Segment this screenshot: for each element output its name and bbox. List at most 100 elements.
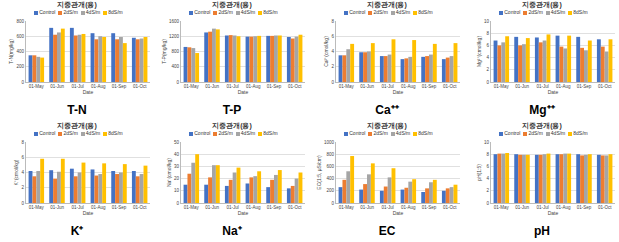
svg-text:2: 2	[487, 67, 490, 72]
svg-text:01-May: 01-May	[184, 84, 200, 89]
svg-text:4: 4	[22, 170, 25, 175]
svg-text:6: 6	[332, 34, 335, 39]
svg-text:01-Oct: 01-Oct	[288, 205, 302, 210]
svg-text:01-May: 01-May	[184, 205, 200, 210]
svg-text:Date: Date	[393, 210, 404, 216]
svg-text:01-Sep: 01-Sep	[267, 84, 282, 89]
svg-text:01-Sep: 01-Sep	[577, 205, 592, 210]
svg-text:400: 400	[17, 49, 25, 54]
svg-text:4: 4	[487, 55, 490, 60]
svg-text:T-N(mg/kg): T-N(mg/kg)	[8, 39, 14, 64]
svg-text:01-Oct: 01-Oct	[598, 84, 612, 89]
svg-text:4: 4	[487, 176, 490, 181]
svg-text:01-Sep: 01-Sep	[267, 205, 282, 210]
svg-text:2: 2	[487, 188, 490, 193]
svg-text:10: 10	[174, 188, 180, 193]
svg-text:01-Jul: 01-Jul	[382, 84, 394, 89]
svg-text:01-May: 01-May	[29, 84, 45, 89]
svg-text:01-Aug: 01-Aug	[91, 84, 106, 89]
svg-text:01-Aug: 01-Aug	[91, 205, 106, 210]
svg-text:800: 800	[172, 49, 180, 54]
svg-text:200: 200	[327, 188, 335, 193]
svg-text:EC(1:5, μS/cm): EC(1:5, μS/cm)	[316, 155, 322, 190]
svg-text:8: 8	[22, 140, 25, 145]
svg-text:01-Sep: 01-Sep	[422, 205, 437, 210]
svg-text:01-Aug: 01-Aug	[246, 205, 261, 210]
svg-text:Mg²⁺(cmol/kg): Mg²⁺(cmol/kg)	[476, 36, 482, 68]
svg-text:01-Jul: 01-Jul	[72, 205, 84, 210]
svg-text:0: 0	[487, 80, 490, 85]
svg-text:01-Jun: 01-Jun	[50, 205, 64, 210]
svg-text:0: 0	[177, 201, 180, 206]
svg-text:01-Oct: 01-Oct	[443, 205, 457, 210]
svg-text:0: 0	[22, 80, 25, 85]
svg-text:01-Sep: 01-Sep	[577, 84, 592, 89]
svg-text:Date: Date	[393, 89, 404, 95]
svg-text:01-Jun: 01-Jun	[50, 84, 64, 89]
svg-text:8: 8	[332, 19, 335, 24]
svg-text:Ca²⁺(cmol/kg): Ca²⁺(cmol/kg)	[323, 36, 329, 67]
svg-text:01-Jul: 01-Jul	[72, 84, 84, 89]
svg-text:200: 200	[17, 64, 25, 69]
svg-text:800: 800	[327, 152, 335, 157]
svg-text:01-Oct: 01-Oct	[133, 205, 147, 210]
svg-text:01-Aug: 01-Aug	[401, 84, 416, 89]
svg-text:01-Oct: 01-Oct	[598, 205, 612, 210]
svg-text:Date: Date	[238, 89, 249, 95]
svg-text:01-Jun: 01-Jun	[360, 205, 374, 210]
svg-text:8: 8	[487, 31, 490, 36]
svg-text:10: 10	[484, 19, 490, 24]
svg-text:pH(1:5): pH(1:5)	[476, 164, 482, 181]
svg-text:4: 4	[332, 49, 335, 54]
svg-text:01-Sep: 01-Sep	[422, 84, 437, 89]
svg-text:1000: 1000	[324, 140, 335, 145]
svg-text:8: 8	[487, 152, 490, 157]
svg-text:2: 2	[22, 185, 25, 190]
svg-text:0: 0	[332, 80, 335, 85]
svg-text:Na⁺(cmol/kg): Na⁺(cmol/kg)	[166, 158, 172, 187]
svg-text:01-Oct: 01-Oct	[133, 84, 147, 89]
svg-text:6: 6	[487, 43, 490, 48]
svg-text:01-Jul: 01-Jul	[537, 84, 549, 89]
svg-text:800: 800	[17, 19, 25, 24]
svg-text:10: 10	[484, 140, 490, 145]
svg-text:01-May: 01-May	[494, 205, 510, 210]
svg-text:01-Jun: 01-Jun	[515, 84, 529, 89]
svg-text:01-Sep: 01-Sep	[112, 84, 127, 89]
svg-text:01-May: 01-May	[339, 205, 355, 210]
svg-text:01-Oct: 01-Oct	[288, 84, 302, 89]
svg-text:400: 400	[172, 64, 180, 69]
svg-text:01-Aug: 01-Aug	[401, 205, 416, 210]
svg-text:0: 0	[177, 80, 180, 85]
svg-text:01-Jun: 01-Jun	[205, 205, 219, 210]
svg-text:30: 30	[174, 164, 180, 169]
svg-text:01-Jul: 01-Jul	[227, 84, 239, 89]
svg-text:6: 6	[487, 164, 490, 169]
svg-text:1600: 1600	[169, 19, 180, 24]
svg-text:01-Oct: 01-Oct	[443, 84, 457, 89]
svg-text:6: 6	[22, 155, 25, 160]
svg-text:01-Jun: 01-Jun	[205, 84, 219, 89]
svg-text:01-Jul: 01-Jul	[227, 205, 239, 210]
svg-text:01-May: 01-May	[494, 84, 510, 89]
svg-text:01-Jul: 01-Jul	[537, 205, 549, 210]
svg-text:01-May: 01-May	[339, 84, 355, 89]
svg-text:01-Aug: 01-Aug	[556, 84, 571, 89]
svg-text:01-Aug: 01-Aug	[556, 205, 571, 210]
svg-text:01-Aug: 01-Aug	[246, 84, 261, 89]
svg-text:01-Jun: 01-Jun	[360, 84, 374, 89]
svg-text:Date: Date	[83, 210, 94, 216]
svg-text:Date: Date	[238, 210, 249, 216]
svg-text:Date: Date	[548, 89, 559, 95]
svg-text:01-Jul: 01-Jul	[382, 205, 394, 210]
svg-text:Date: Date	[83, 89, 94, 95]
svg-text:K⁺(cmol/kg): K⁺(cmol/kg)	[13, 159, 19, 185]
svg-text:01-Sep: 01-Sep	[112, 205, 127, 210]
svg-text:01-Jun: 01-Jun	[515, 205, 529, 210]
svg-text:50: 50	[174, 140, 180, 145]
svg-text:20: 20	[174, 176, 180, 181]
svg-text:600: 600	[17, 34, 25, 39]
svg-text:01-May: 01-May	[29, 205, 45, 210]
svg-text:0: 0	[22, 201, 25, 206]
svg-text:40: 40	[174, 152, 180, 157]
